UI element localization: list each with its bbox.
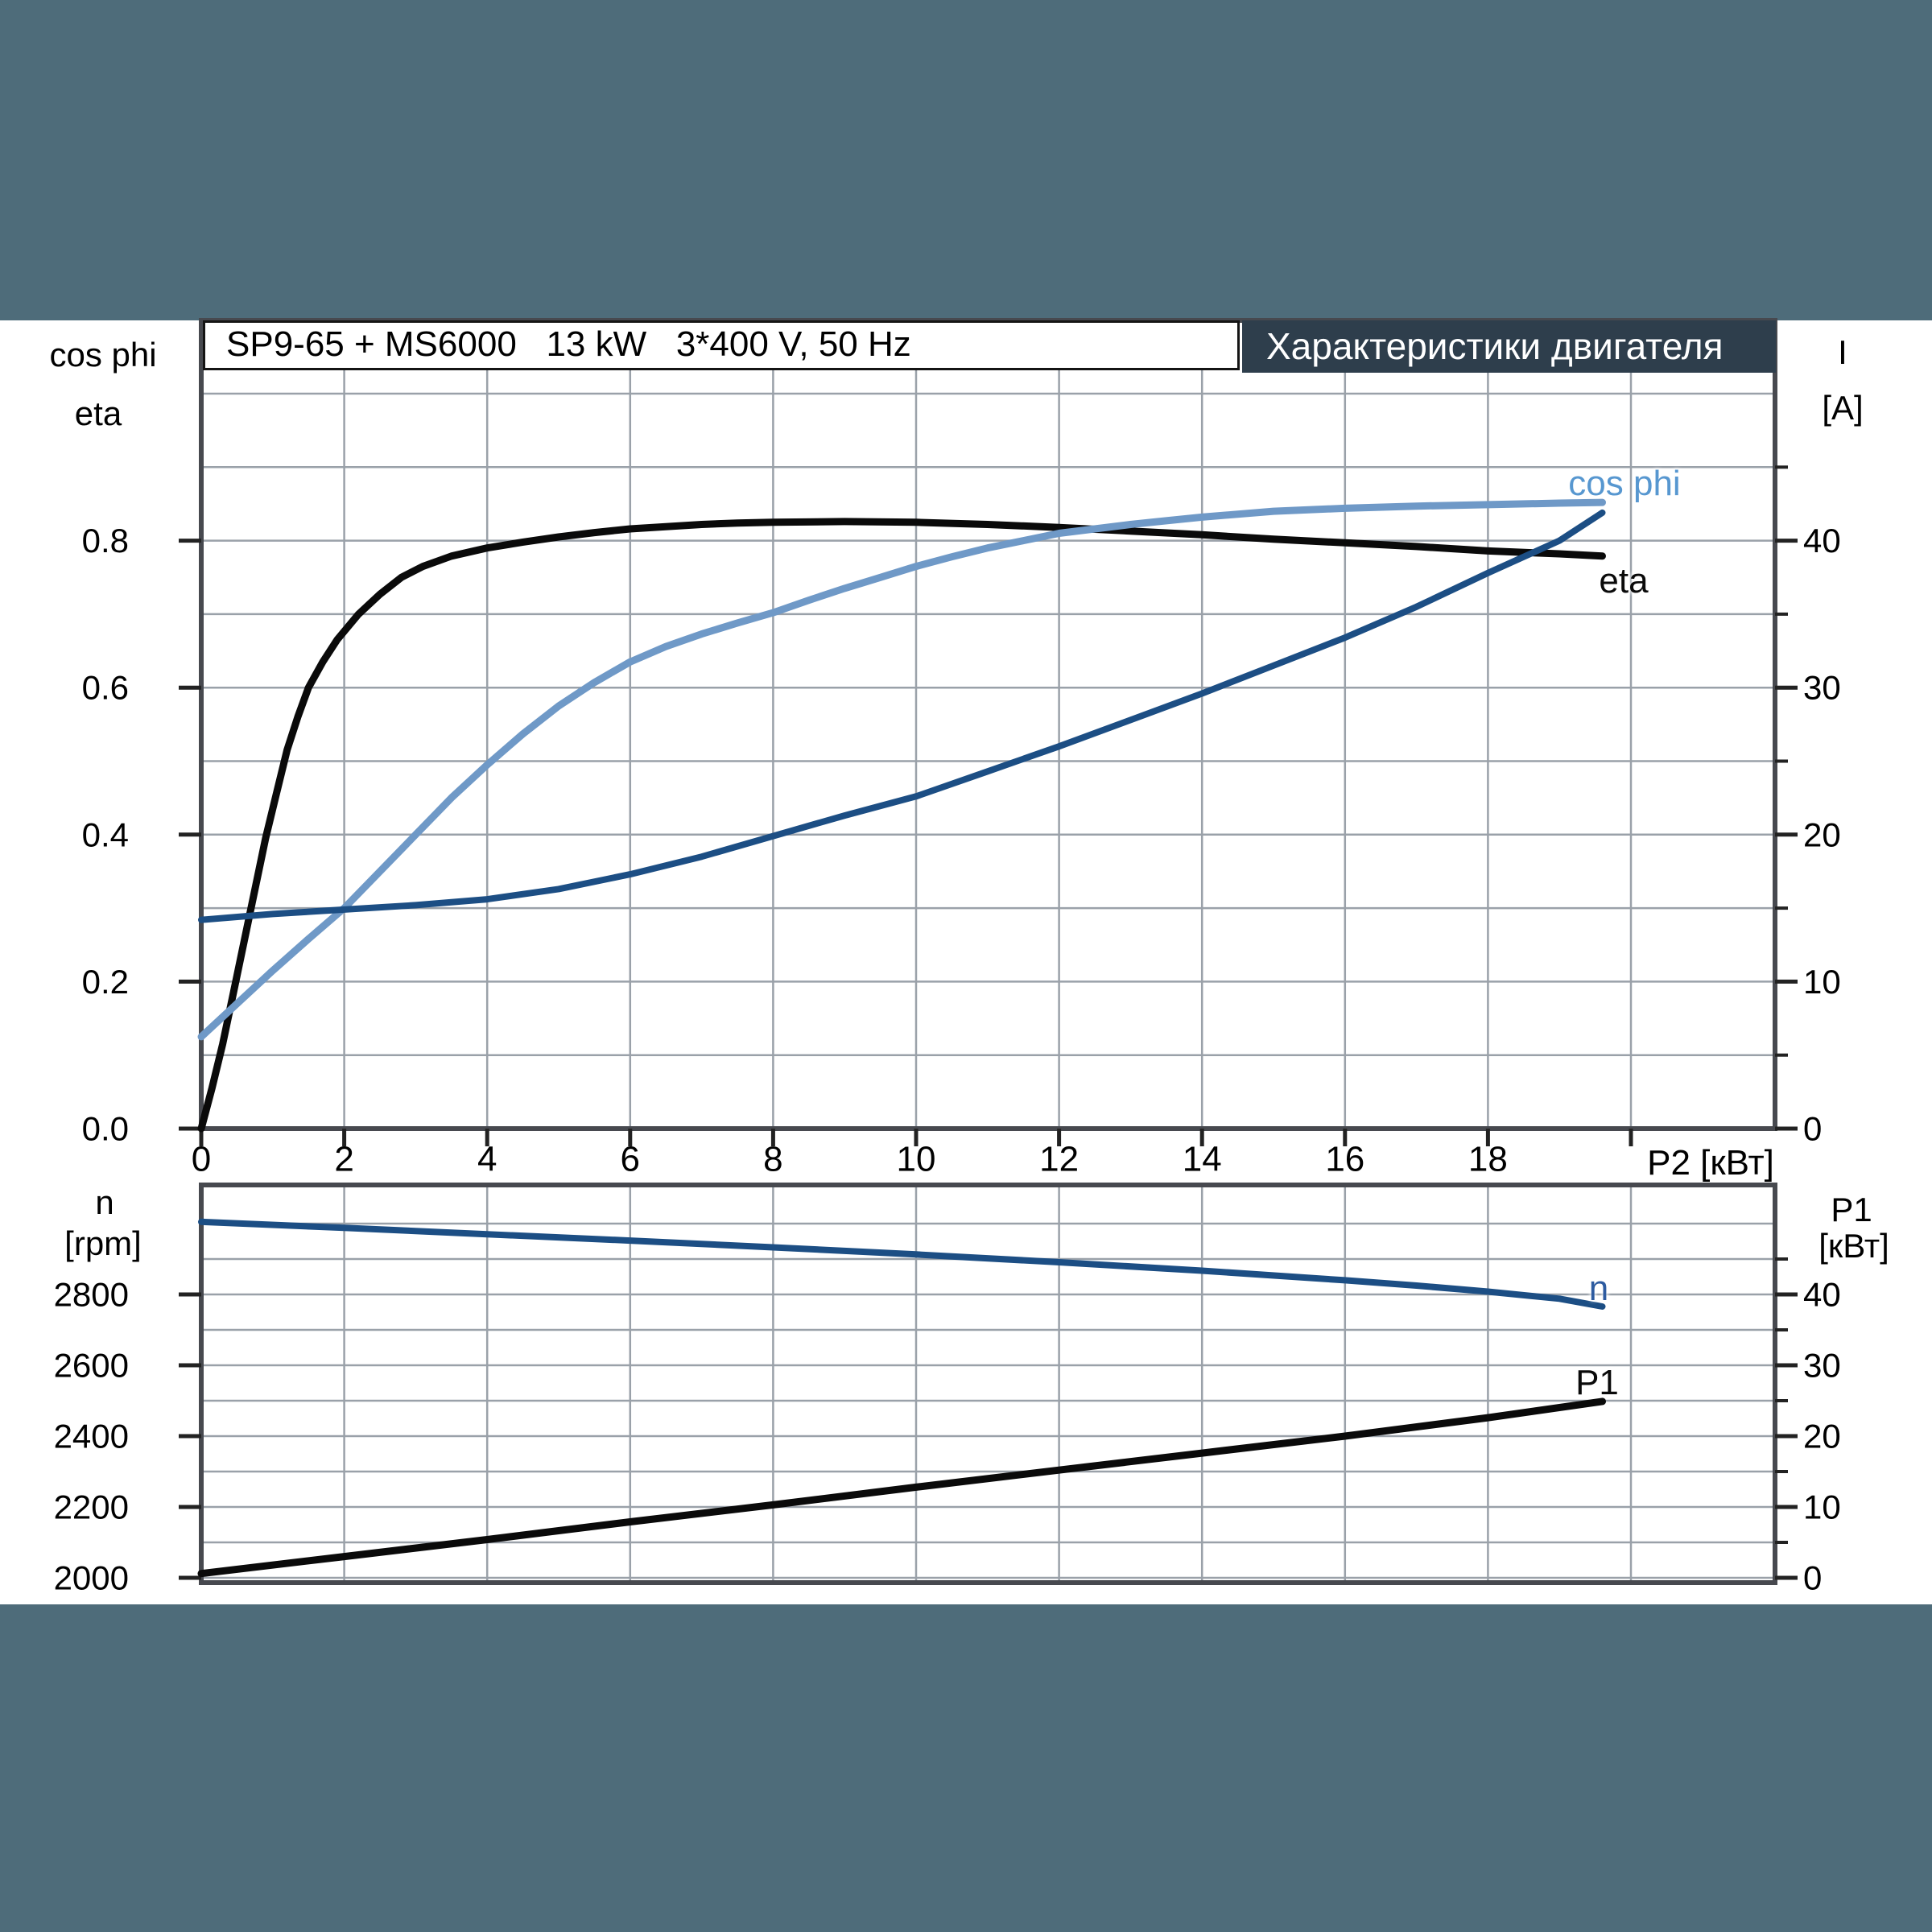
- left-axis-tick-label: 2000: [54, 1559, 129, 1597]
- right-axis-tick-label: 40: [1803, 522, 1841, 559]
- curve-I: [198, 509, 1606, 923]
- curve-n: [198, 1218, 1606, 1310]
- right-axis-tick-label: 0: [1803, 1559, 1822, 1597]
- top-right-axis-title-current: I: [1838, 333, 1847, 371]
- left-axis-tick-label: 0.4: [82, 815, 129, 853]
- left-axis-tick-label: 2400: [54, 1418, 129, 1455]
- bottom-right-axis-title-p1: P1: [1831, 1191, 1872, 1228]
- top-left-axis-title-eta: eta: [74, 394, 122, 432]
- plot-border: [199, 318, 1777, 1131]
- left-axis-tick-label: 0.8: [82, 522, 129, 559]
- left-axis-tick-label: 2200: [54, 1488, 129, 1526]
- left-axis-tick-label: 2600: [54, 1347, 129, 1385]
- x-axis-tick-label: 18: [1468, 1140, 1508, 1179]
- x-axis-label-p2: P2 [кВт]: [1647, 1143, 1774, 1183]
- bottom-left-axis-title-n: n: [95, 1183, 114, 1221]
- x-axis-tick-label: 6: [621, 1140, 640, 1179]
- white-chart-panel: [0, 320, 1932, 1604]
- pump-title-box: SP9-65 + MS6000 13 kW 3*400 V, 50 Hz: [203, 320, 1240, 370]
- x-axis-tick-label: 14: [1183, 1140, 1222, 1179]
- right-axis-tick-label: 10: [1803, 1488, 1841, 1526]
- right-axis-tick-label: 10: [1803, 963, 1841, 1001]
- left-axis-tick-label: 2800: [54, 1276, 129, 1314]
- right-axis-tick-label: 40: [1803, 1276, 1841, 1314]
- bottom-right-axis-unit-kw: [кВт]: [1818, 1227, 1889, 1265]
- top-left-axis-title-cosphi: cos phi: [49, 336, 157, 374]
- right-axis-tick-label: 0: [1803, 1110, 1822, 1148]
- x-axis-tick-label: 4: [477, 1140, 497, 1179]
- curve-label-cos-phi: cos phi: [1568, 464, 1681, 503]
- curve-label-n: n: [1588, 1269, 1609, 1308]
- left-axis-tick-label: 0.6: [82, 669, 129, 707]
- right-axis-tick-label: 20: [1803, 815, 1841, 853]
- curve-eta: [197, 518, 1606, 1133]
- curve-label-p1: P1: [1575, 1363, 1619, 1402]
- curve-cos-phi: [197, 498, 1606, 1041]
- x-axis-tick-label: 16: [1325, 1140, 1364, 1179]
- motor-characteristics-banner: Характеристики двигателя: [1242, 320, 1776, 373]
- left-axis-tick-label: 0.0: [82, 1110, 129, 1148]
- left-axis-tick-label: 0.2: [82, 963, 129, 1001]
- plot-border: [199, 1183, 1777, 1585]
- x-axis-tick-label: 0: [192, 1140, 211, 1179]
- bottom-left-axis-unit-rpm: [rpm]: [64, 1224, 142, 1262]
- right-axis-tick-label: 30: [1803, 669, 1841, 707]
- curve-label-eta: eta: [1599, 561, 1649, 601]
- x-axis-tick-label: 8: [763, 1140, 782, 1179]
- right-axis-tick-label: 20: [1803, 1418, 1841, 1455]
- curve-P1: [197, 1397, 1606, 1578]
- x-axis-tick-label: 10: [897, 1140, 936, 1179]
- top-right-axis-unit-amps: [A]: [1822, 389, 1864, 427]
- right-axis-tick-label: 30: [1803, 1347, 1841, 1385]
- x-axis-tick-label: 12: [1039, 1140, 1079, 1179]
- x-axis-tick-label: 2: [334, 1140, 353, 1179]
